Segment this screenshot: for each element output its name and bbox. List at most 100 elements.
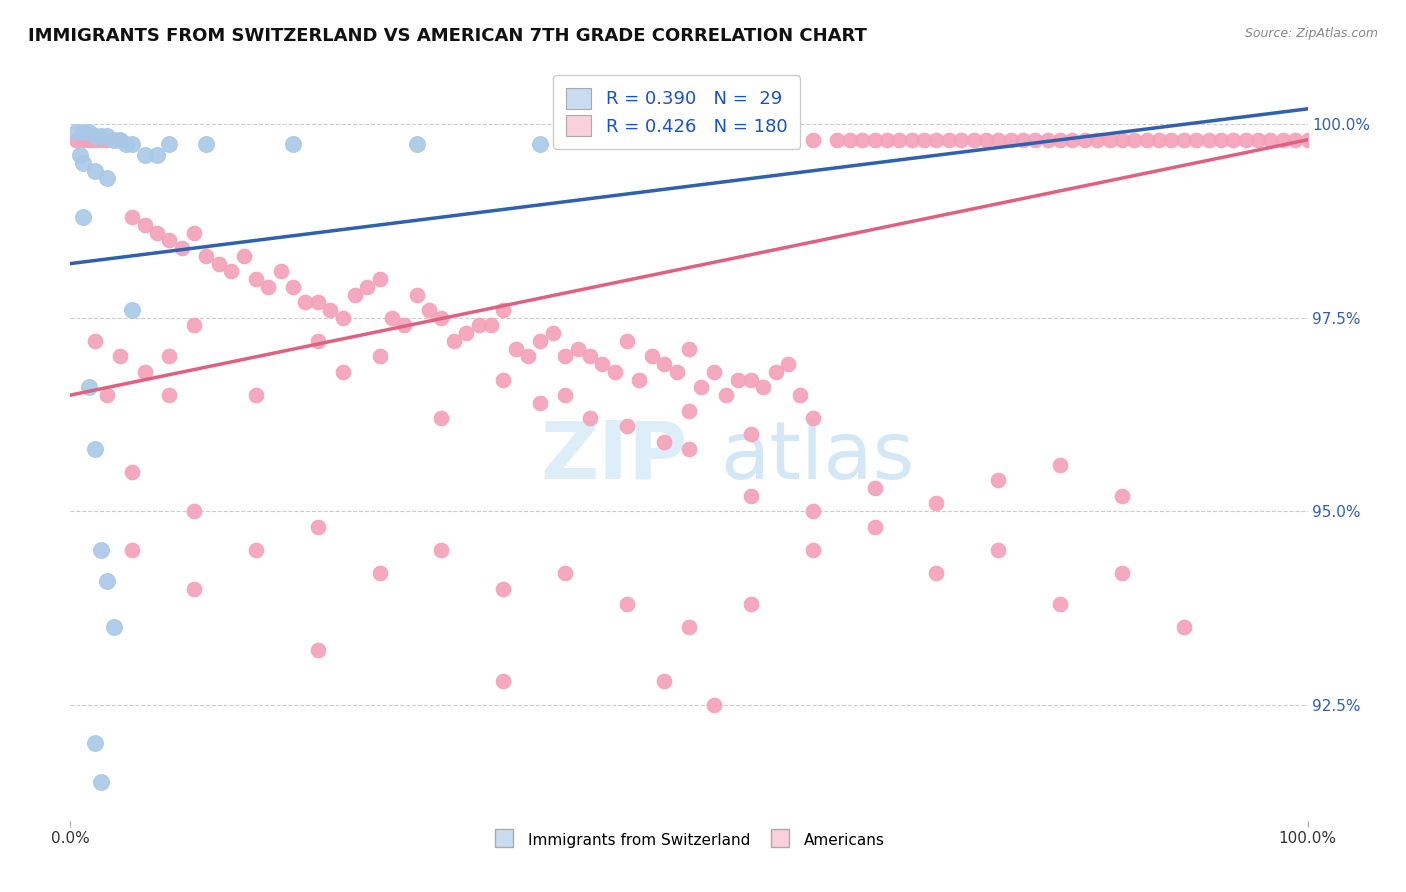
Point — [281, 136, 304, 151]
Point — [183, 582, 205, 596]
Point — [121, 210, 143, 224]
Point — [418, 303, 440, 318]
Point — [1123, 133, 1146, 147]
Point — [492, 373, 515, 387]
Point — [690, 380, 713, 394]
Point — [740, 489, 762, 503]
Point — [157, 233, 180, 247]
Point — [332, 365, 354, 379]
Point — [115, 136, 138, 151]
Point — [1234, 133, 1257, 147]
Point — [962, 133, 984, 147]
Point — [529, 136, 551, 151]
Point — [1136, 133, 1159, 147]
Point — [554, 566, 576, 580]
Point — [65, 125, 87, 139]
Point — [134, 218, 156, 232]
Point — [714, 388, 737, 402]
Point — [394, 318, 416, 333]
Point — [1049, 133, 1071, 147]
Point — [121, 303, 143, 318]
Point — [77, 380, 100, 394]
Point — [492, 582, 515, 596]
Point — [863, 133, 886, 147]
Point — [579, 411, 602, 425]
Point — [987, 542, 1010, 557]
Point — [405, 136, 427, 151]
Point — [1111, 566, 1133, 580]
Point — [77, 125, 100, 139]
Point — [479, 318, 502, 333]
Point — [134, 365, 156, 379]
Point — [103, 133, 125, 147]
Point — [157, 350, 180, 364]
Point — [96, 388, 118, 402]
Point — [851, 133, 873, 147]
Point — [652, 674, 675, 689]
Point — [1160, 133, 1182, 147]
Point — [652, 357, 675, 371]
Point — [889, 133, 911, 147]
Point — [84, 736, 107, 750]
Point — [96, 133, 118, 147]
Point — [195, 249, 218, 263]
Point — [801, 542, 824, 557]
Point — [1209, 133, 1232, 147]
Point — [430, 310, 453, 325]
Point — [765, 365, 787, 379]
Point — [554, 388, 576, 402]
Point — [925, 496, 948, 510]
Point — [678, 442, 700, 457]
Point — [103, 620, 125, 634]
Point — [517, 350, 540, 364]
Point — [1049, 458, 1071, 472]
Point — [368, 272, 391, 286]
Point — [245, 272, 267, 286]
Point — [591, 357, 613, 371]
Point — [838, 133, 860, 147]
Point — [90, 133, 112, 147]
Text: ZIP: ZIP — [540, 417, 688, 496]
Point — [1284, 133, 1306, 147]
Point — [90, 128, 112, 143]
Point — [727, 373, 749, 387]
Point — [368, 566, 391, 580]
Point — [157, 388, 180, 402]
Point — [1247, 133, 1270, 147]
Point — [492, 674, 515, 689]
Point — [652, 434, 675, 449]
Point — [245, 542, 267, 557]
Point — [65, 133, 87, 147]
Point — [121, 542, 143, 557]
Point — [616, 334, 638, 348]
Point — [96, 171, 118, 186]
Point — [307, 295, 329, 310]
Point — [281, 280, 304, 294]
Point — [801, 411, 824, 425]
Point — [121, 136, 143, 151]
Point — [678, 342, 700, 356]
Point — [603, 365, 626, 379]
Point — [405, 287, 427, 301]
Point — [90, 542, 112, 557]
Point — [72, 210, 94, 224]
Point — [257, 280, 280, 294]
Point — [219, 264, 242, 278]
Point — [628, 373, 651, 387]
Point — [492, 303, 515, 318]
Point — [1173, 620, 1195, 634]
Point — [1085, 133, 1108, 147]
Legend: Immigrants from Switzerland, Americans: Immigrants from Switzerland, Americans — [486, 825, 891, 855]
Point — [678, 620, 700, 634]
Point — [1271, 133, 1294, 147]
Point — [146, 148, 169, 162]
Point — [332, 310, 354, 325]
Point — [84, 442, 107, 457]
Point — [108, 350, 131, 364]
Point — [245, 388, 267, 402]
Point — [1012, 133, 1035, 147]
Point — [72, 156, 94, 170]
Point — [368, 350, 391, 364]
Text: IMMIGRANTS FROM SWITZERLAND VS AMERICAN 7TH GRADE CORRELATION CHART: IMMIGRANTS FROM SWITZERLAND VS AMERICAN … — [28, 27, 868, 45]
Point — [1222, 133, 1244, 147]
